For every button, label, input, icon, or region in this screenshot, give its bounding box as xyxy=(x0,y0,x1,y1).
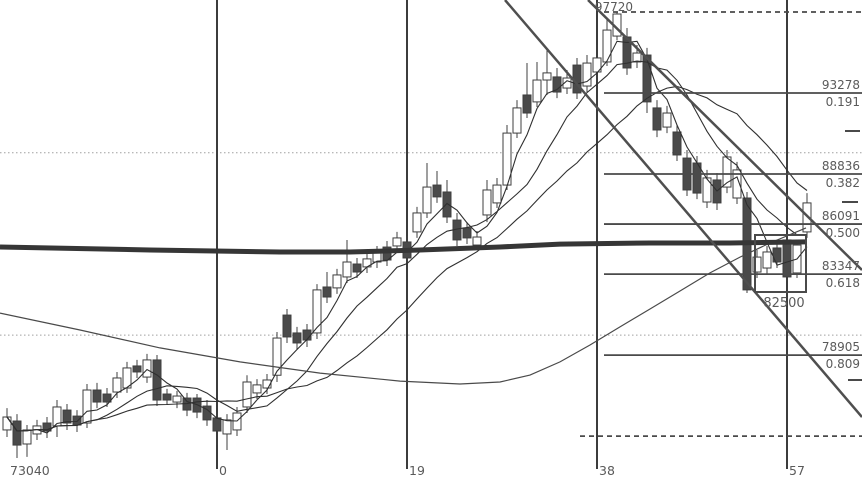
candle-up xyxy=(752,256,762,273)
fib-ratio-label: 0.191 xyxy=(826,95,860,109)
candle-up xyxy=(312,289,322,334)
fib-ratio-label: 0.500 xyxy=(826,226,860,240)
heavy-ma-line xyxy=(0,239,807,255)
downtrend-line[interactable] xyxy=(587,0,862,271)
x-axis-label: 38 xyxy=(599,463,615,478)
candle-down xyxy=(72,415,82,426)
candle-down xyxy=(462,227,472,239)
candle-down xyxy=(162,393,172,401)
candle-down xyxy=(522,94,532,114)
candle-up xyxy=(562,77,572,89)
candle-down xyxy=(442,191,452,218)
candle-up xyxy=(112,377,122,393)
candle-up xyxy=(762,251,772,269)
candle-down xyxy=(672,131,682,156)
candle-down xyxy=(552,76,562,93)
peak-price-label: 97720 xyxy=(595,0,633,14)
fib-ratio-label: 0.382 xyxy=(826,176,860,190)
candle-down xyxy=(92,389,102,403)
fib-price-label: 88836 xyxy=(822,159,860,173)
range-box-price-label: 82500 xyxy=(763,296,804,311)
long-term-ma-line xyxy=(0,227,807,385)
candle-up xyxy=(142,359,152,378)
candle-up xyxy=(732,169,742,199)
x-axis-label: 73040 xyxy=(10,463,50,478)
candle-up xyxy=(222,419,232,435)
candle-up xyxy=(422,186,432,214)
fib-price-label: 93278 xyxy=(822,78,860,92)
candle-up xyxy=(582,62,592,87)
candle-up xyxy=(332,274,342,289)
candle-up xyxy=(242,381,252,408)
candle-up xyxy=(542,72,552,81)
candle-up xyxy=(532,79,542,103)
candle-up xyxy=(662,112,672,128)
candle-up xyxy=(472,236,482,246)
candle-up xyxy=(412,212,422,233)
moving-average-line xyxy=(6,85,808,432)
candle-up xyxy=(632,52,642,63)
candle-down xyxy=(432,184,442,198)
candle-up xyxy=(482,189,492,216)
candle-down xyxy=(652,107,662,131)
candle-down xyxy=(62,409,72,424)
candle-up xyxy=(602,29,612,63)
fib-ratio-label: 0.809 xyxy=(826,357,860,371)
candle-down xyxy=(292,332,302,344)
fib-price-label: 83347 xyxy=(822,259,860,273)
range-box[interactable] xyxy=(754,234,807,293)
candle-up xyxy=(82,389,92,424)
fib-ratio-label: 0.618 xyxy=(826,276,860,290)
candle-up xyxy=(592,57,602,73)
candle-up xyxy=(172,395,182,403)
candle-down xyxy=(642,54,652,103)
downtrend-line[interactable] xyxy=(504,0,862,418)
candle-up xyxy=(262,379,272,389)
candle-up xyxy=(492,184,502,204)
candle-down xyxy=(302,329,312,341)
fib-price-label: 78905 xyxy=(822,340,860,354)
candle-down xyxy=(132,365,142,373)
candle-down xyxy=(352,263,362,273)
candle-up xyxy=(342,261,352,278)
candle-down xyxy=(782,239,792,278)
x-axis-label: 19 xyxy=(409,463,425,478)
candle-down xyxy=(42,422,52,432)
candle-up xyxy=(392,237,402,247)
fib-price-label: 86091 xyxy=(822,209,860,223)
candle-up xyxy=(22,429,32,445)
x-axis-label: 57 xyxy=(789,463,805,478)
candle-up xyxy=(722,156,732,188)
candle-down xyxy=(152,359,162,401)
candle-down xyxy=(12,420,22,446)
x-axis-label: 0 xyxy=(219,463,227,478)
candle-up xyxy=(2,416,12,431)
candle-up xyxy=(702,177,712,203)
candle-up xyxy=(252,384,262,394)
candle-down xyxy=(102,393,112,403)
moving-average-line xyxy=(6,60,807,432)
candle-down xyxy=(212,417,222,432)
candle-up xyxy=(512,107,522,134)
candle-down xyxy=(282,314,292,338)
candle-up xyxy=(272,337,282,376)
candle-down xyxy=(322,286,332,298)
